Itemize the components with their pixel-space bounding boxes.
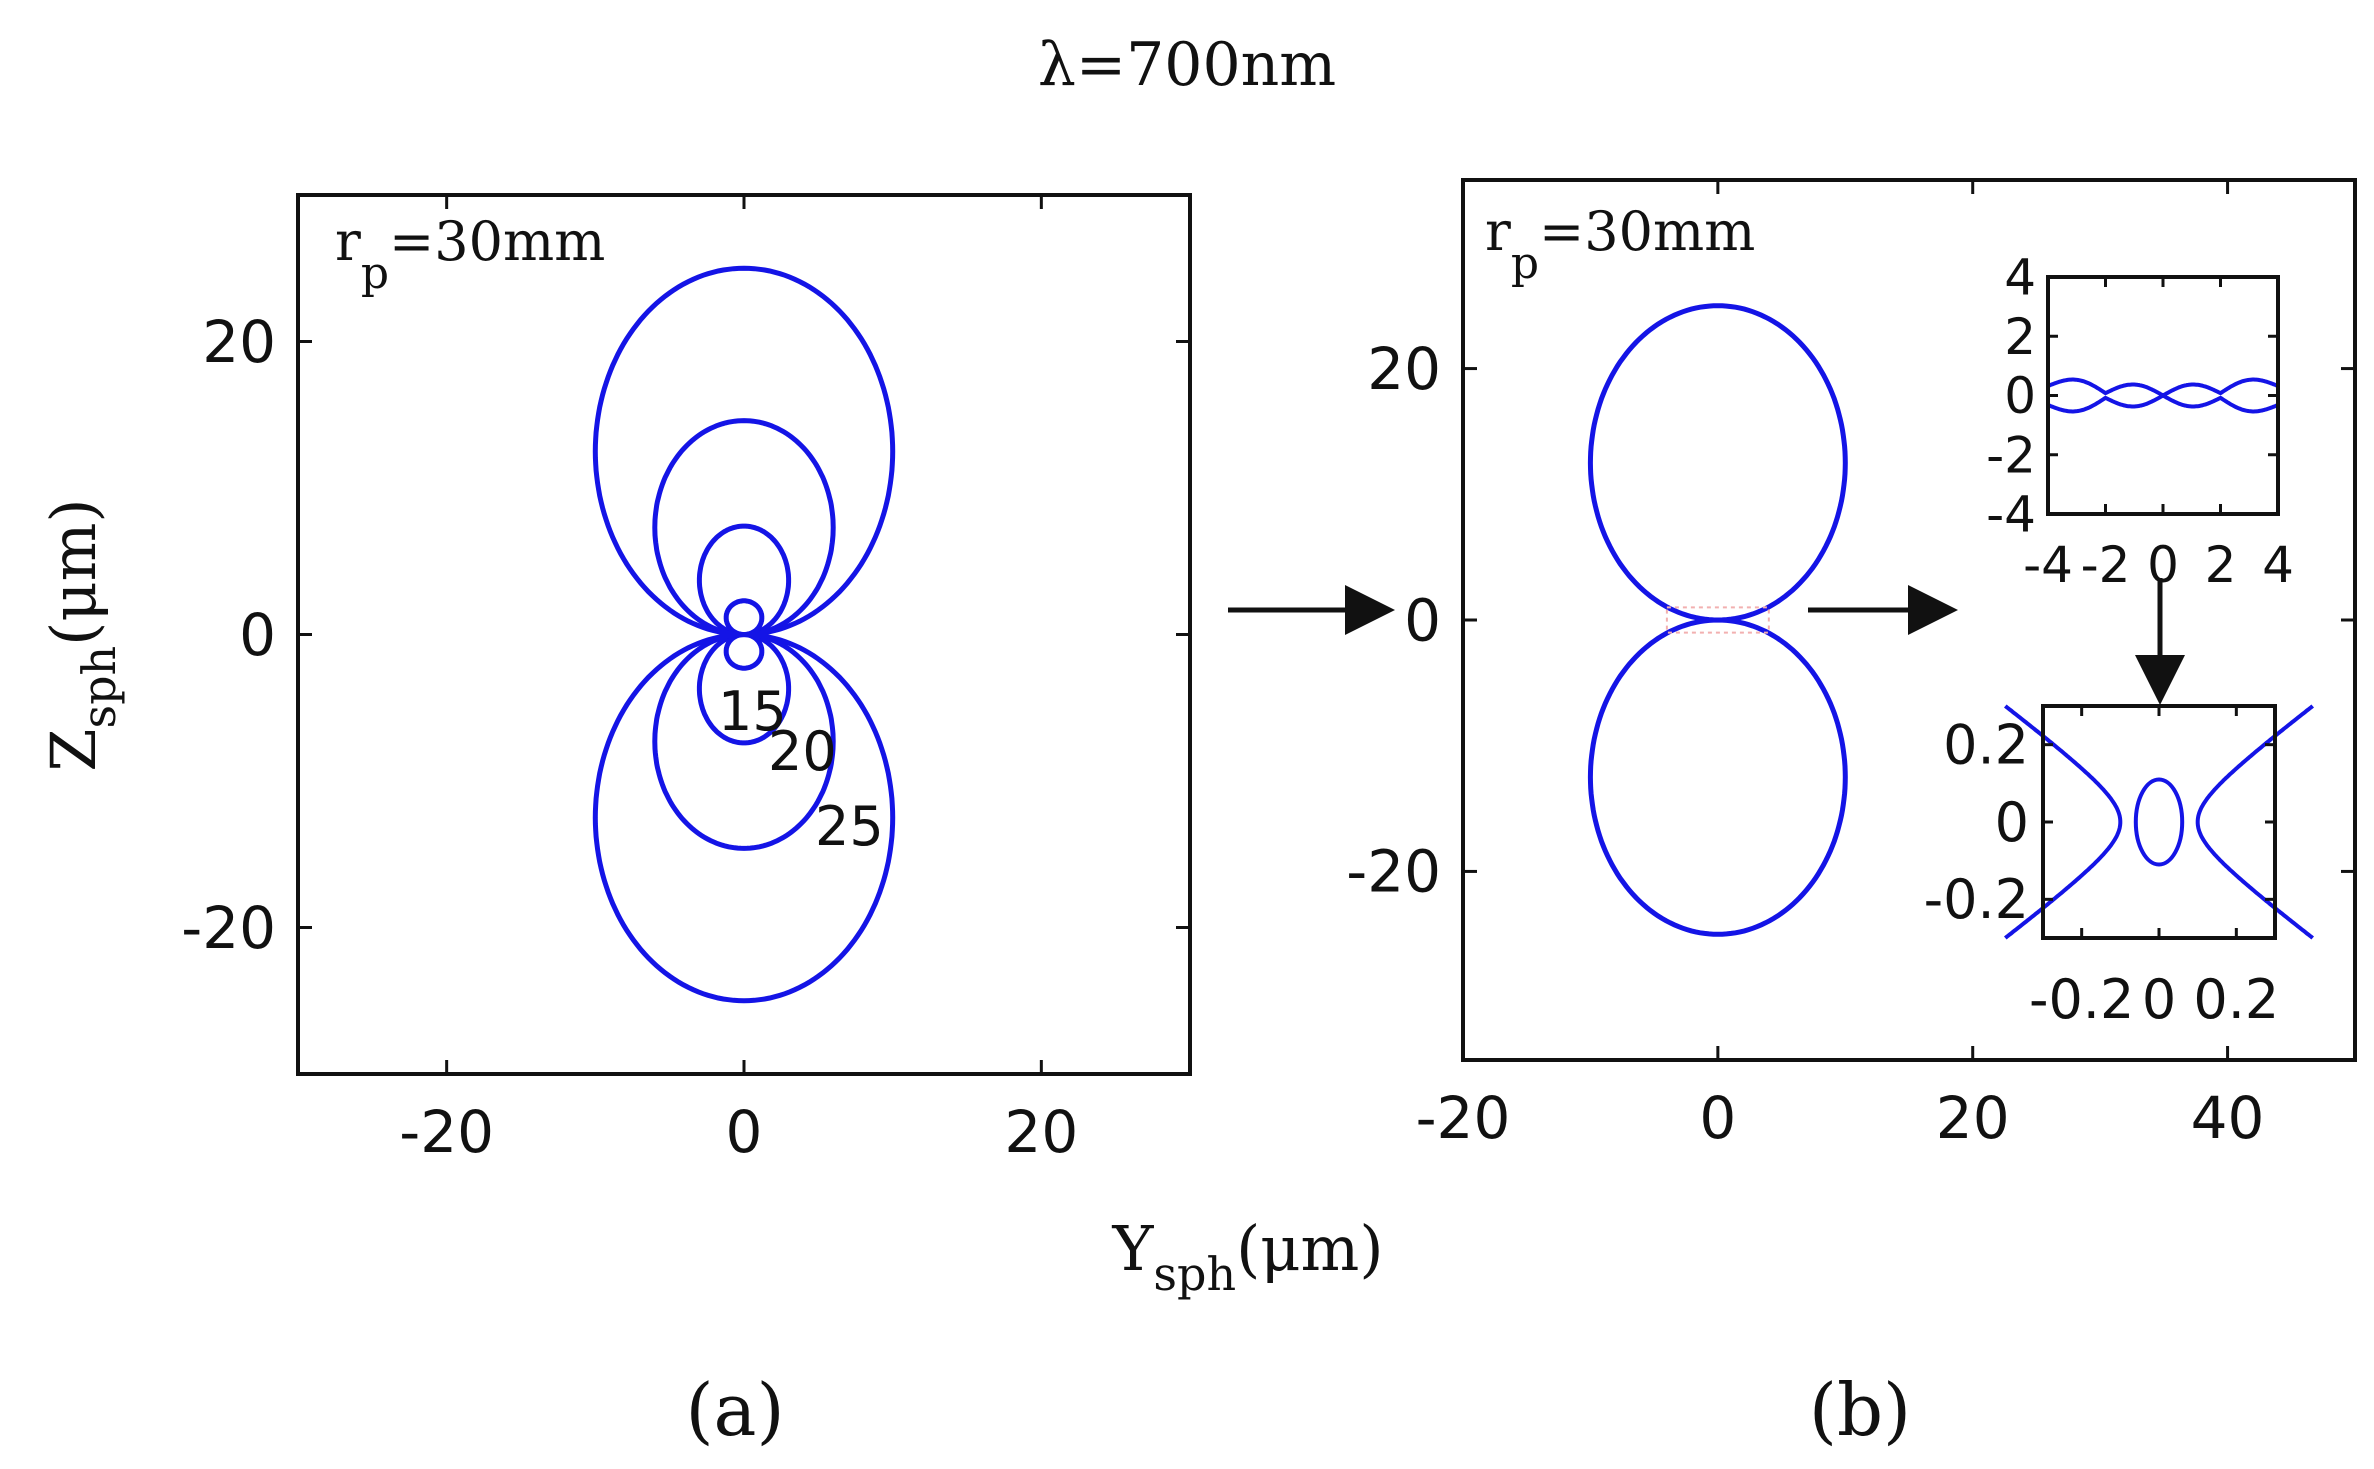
inset-top-ytick-label: -4 [1986,486,2036,544]
panel-a-curves [592,265,896,1004]
panel-a-ytick-label: 0 [239,601,276,669]
shared-x-axis-label: Ysph(μm) [1111,1212,1383,1301]
panel-a-lobe-2-upper [652,418,836,638]
panel-b-xtick-label: -20 [1416,1084,1511,1152]
panel-b-xtick-label: 0 [1699,1084,1736,1152]
inset-top-xtick-label: -2 [2081,536,2131,594]
curve-label-25: 25 [815,795,884,858]
inset-bottom-xtick-label: -0.2 [2029,968,2134,1031]
panel-a-lobe-0-upper [723,598,765,637]
panel-b-ytick-label: -20 [1346,838,1441,906]
inset-bottom-ticks: -0.2 0 0.2-0.200.2 [1924,706,2279,1031]
inset-bottom: -0.2 0 0.2-0.200.2 [1924,704,2315,1031]
panel-a-lobe-1-lower [696,632,792,746]
panel-b-lobe-upper [1587,303,1848,623]
panel-a-chart: -20 0 20 -20 0 20 rp=30mm 15 20 25 Zsph(μm) Y… [37,193,1384,1301]
inset-top-curves [2047,377,2279,414]
inset-bottom-ytick-label: -0.2 [1924,868,2029,931]
inset-top-xtick-label: 4 [2262,536,2294,594]
panel-b-ytick-label: 20 [1367,335,1441,403]
inset-bottom-loop [2133,777,2185,867]
inset-bottom-xtick-label: 0 [2142,968,2176,1031]
panel-a-xtick-label: -20 [399,1098,494,1166]
inset-top-curve-lower [2047,393,2279,414]
figure-title: λ=700nm [1037,30,1337,100]
panel-a-y-axis-label: Zsph(μm) [37,498,126,771]
inset-bottom-xtick-label: 0.2 [2193,968,2279,1031]
panel-a-lobe-2-lower [652,631,836,851]
inset-bottom-ytick-label: 0 [1995,791,2029,854]
inset-bottom-curve-right [2195,704,2315,940]
inset-top-ytick-label: 0 [2004,367,2036,425]
panel-b-xtick-label: 40 [2191,1084,2265,1152]
panel-a-xtick-label: 0 [726,1098,763,1166]
panel-a-annotation: rp=30mm [335,210,605,299]
panel-b-lobe-lower [1587,617,1848,937]
panel-a-lobe-3-upper [592,265,896,638]
panel-b-xtick-label: 20 [1936,1084,2010,1152]
inset-top-ytick-label: 2 [2004,308,2036,366]
panel-a-lobe-0-lower [723,632,765,671]
curve-label-20: 20 [768,720,837,783]
panel-b-zoom-region [1665,606,1770,634]
panel-a-lobe-3-lower [592,631,896,1004]
inset-top-ytick-label: 4 [2004,249,2036,307]
panel-label-b: (b) [1809,1368,1911,1452]
inset-bottom-curves [2003,704,2315,940]
panel-a-lobe-1-upper [696,523,792,637]
inset-top-ytick-label: -2 [1986,426,2036,484]
panel-a-ytick-label: -20 [181,894,276,962]
inset-bottom-curve-left [2003,704,2123,940]
panel-label-a: (a) [685,1368,784,1452]
inset-top-xtick-label: 2 [2205,536,2237,594]
panel-b-annotation: rp=30mm [1485,200,1755,289]
panel-a-ticks: -20 0 20 -20 0 20 [181,195,1190,1166]
inset-bottom-ytick-label: 0.2 [1943,714,2029,777]
inset-top-xtick-label: -4 [2023,536,2073,594]
panel-b-ytick-label: 0 [1404,586,1441,654]
panel-a-xtick-label: 20 [1004,1098,1078,1166]
curve-label-15: 15 [718,680,787,743]
inset-top-xtick-label: 0 [2147,536,2179,594]
panel-b-curves [1587,303,1848,937]
panel-a-ytick-label: 20 [202,308,276,376]
